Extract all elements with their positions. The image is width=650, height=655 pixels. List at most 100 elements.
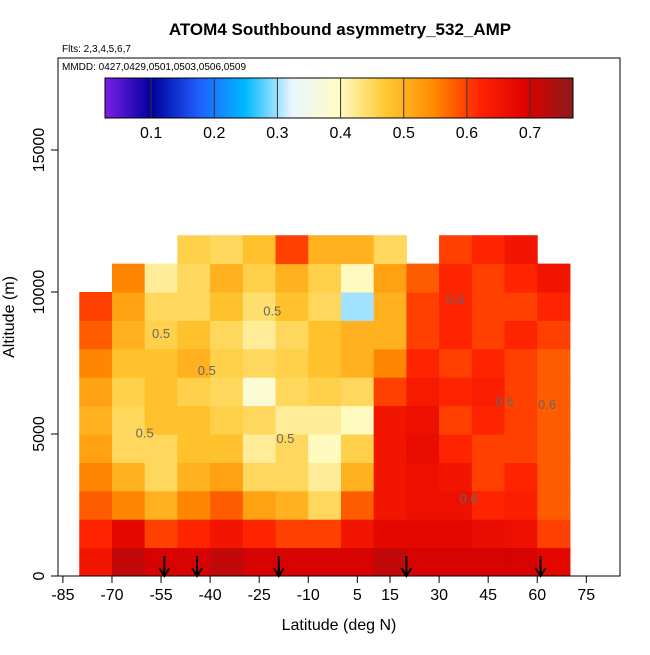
heat-cell [79, 434, 113, 463]
heat-cell [242, 292, 277, 321]
heat-cell [439, 263, 473, 293]
colorbar [104, 77, 574, 119]
heat-cell [439, 547, 473, 577]
heat-cell [210, 320, 244, 350]
heat-cell [340, 547, 375, 577]
heat-cell [242, 377, 277, 407]
heat-cell [177, 462, 211, 492]
heat-cell [439, 320, 473, 350]
heat-cell [79, 519, 113, 549]
heat-cell [144, 519, 178, 549]
heat-cell [111, 320, 146, 350]
heat-cell [471, 320, 506, 350]
heat-cell [242, 263, 277, 293]
heat-cell [210, 547, 244, 577]
heat-cell [177, 405, 211, 435]
heat-cell [242, 547, 277, 577]
x-tick-label: -70 [100, 587, 123, 604]
heat-cell [439, 292, 473, 321]
chart-title: ATOM4 Southbound asymmetry_532_AMP [169, 20, 511, 39]
heat-cell [406, 519, 440, 549]
heat-cell [177, 320, 211, 350]
heat-cell [471, 434, 506, 463]
heat-cell [177, 263, 211, 293]
x-tick-label: 60 [528, 587, 546, 604]
heat-cell [471, 547, 506, 577]
y-axis-label: Altitude (m) [1, 276, 18, 358]
heat-cell [537, 519, 571, 549]
heat-cell [340, 519, 375, 549]
heat-cell [373, 462, 407, 492]
heat-cell [210, 434, 244, 463]
heat-cell [471, 377, 506, 407]
heat-cell [79, 405, 113, 435]
heat-cell [439, 519, 473, 549]
heat-cell [144, 377, 178, 407]
plot-frame [57, 57, 621, 577]
heat-cell [111, 377, 146, 407]
heat-cell [340, 377, 375, 407]
heat-cell [111, 405, 146, 435]
heat-cell [504, 405, 538, 435]
heat-cell [406, 320, 440, 350]
heat-cell [308, 377, 342, 407]
heat-cell [471, 462, 506, 492]
heat-cell [340, 235, 375, 265]
x-tick-label: 15 [381, 587, 399, 604]
heat-cell [308, 235, 342, 265]
heat-cell [504, 434, 538, 463]
heat-cell [308, 519, 342, 549]
heat-cell [111, 547, 146, 577]
heat-cell [406, 292, 440, 321]
heat-cell [537, 320, 571, 350]
heat-cell [308, 490, 342, 520]
contour-label: 0.5 [152, 326, 170, 341]
heat-cell [177, 377, 211, 407]
heat-cell [504, 292, 538, 321]
heat-cell [340, 320, 375, 350]
heat-cell [210, 490, 244, 520]
heat-cell [177, 235, 211, 265]
heat-cell [373, 263, 407, 293]
heat-cell [373, 348, 407, 378]
heat-cell [79, 490, 113, 520]
heat-cell [504, 320, 538, 350]
heat-cell [210, 235, 244, 265]
heat-cell [242, 490, 277, 520]
heat-cell [471, 292, 506, 321]
heat-cell [275, 320, 309, 350]
x-tick-label: -10 [297, 587, 320, 604]
heat-cell [144, 292, 178, 321]
heat-cell [210, 263, 244, 293]
heat-cell [504, 462, 538, 492]
heat-cell [177, 348, 211, 378]
heat-cell [242, 348, 277, 378]
heat-cell [275, 263, 309, 293]
heat-cell [111, 519, 146, 549]
heat-cell [275, 434, 309, 463]
heat-cell [210, 519, 244, 549]
heat-cell [79, 292, 113, 321]
x-axis-label: Latitude (deg N) [282, 617, 397, 634]
heat-cell [406, 547, 440, 577]
heat-cell [340, 434, 375, 463]
x-tick-label: 5 [353, 587, 362, 604]
contour-label: 0.5 [136, 425, 154, 440]
heat-cell [504, 263, 538, 293]
contour-label: 0.5 [198, 363, 216, 378]
heat-cell [406, 377, 440, 407]
heat-cell [308, 348, 342, 378]
heat-cell [308, 263, 342, 293]
heat-cell [406, 490, 440, 520]
heat-cell [111, 434, 146, 463]
heat-cell [308, 547, 342, 577]
heat-cell [210, 292, 244, 321]
heat-cell [177, 292, 211, 321]
colorbar-tick-label: 0.3 [266, 125, 288, 142]
heat-cell [537, 462, 571, 492]
heat-cell [504, 490, 538, 520]
heat-cell [308, 292, 342, 321]
heat-cell [144, 462, 178, 492]
heat-cell [406, 434, 440, 463]
